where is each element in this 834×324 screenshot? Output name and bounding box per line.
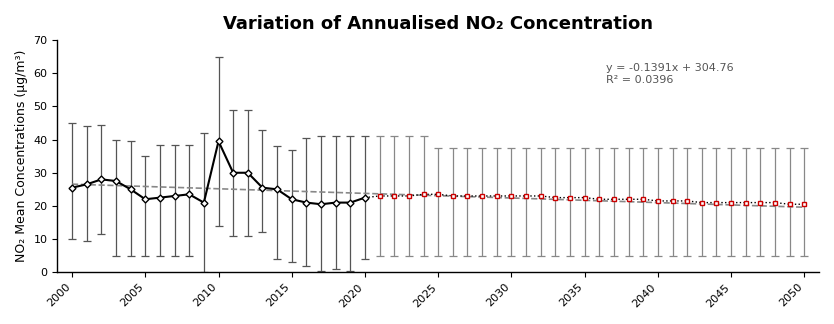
Text: y = -0.1391x + 304.76
R² = 0.0396: y = -0.1391x + 304.76 R² = 0.0396	[605, 63, 733, 85]
Y-axis label: NO₂ Mean Concentrations (μg/m³): NO₂ Mean Concentrations (μg/m³)	[15, 50, 28, 262]
Title: Variation of Annualised NO₂ Concentration: Variation of Annualised NO₂ Concentratio…	[224, 15, 653, 33]
